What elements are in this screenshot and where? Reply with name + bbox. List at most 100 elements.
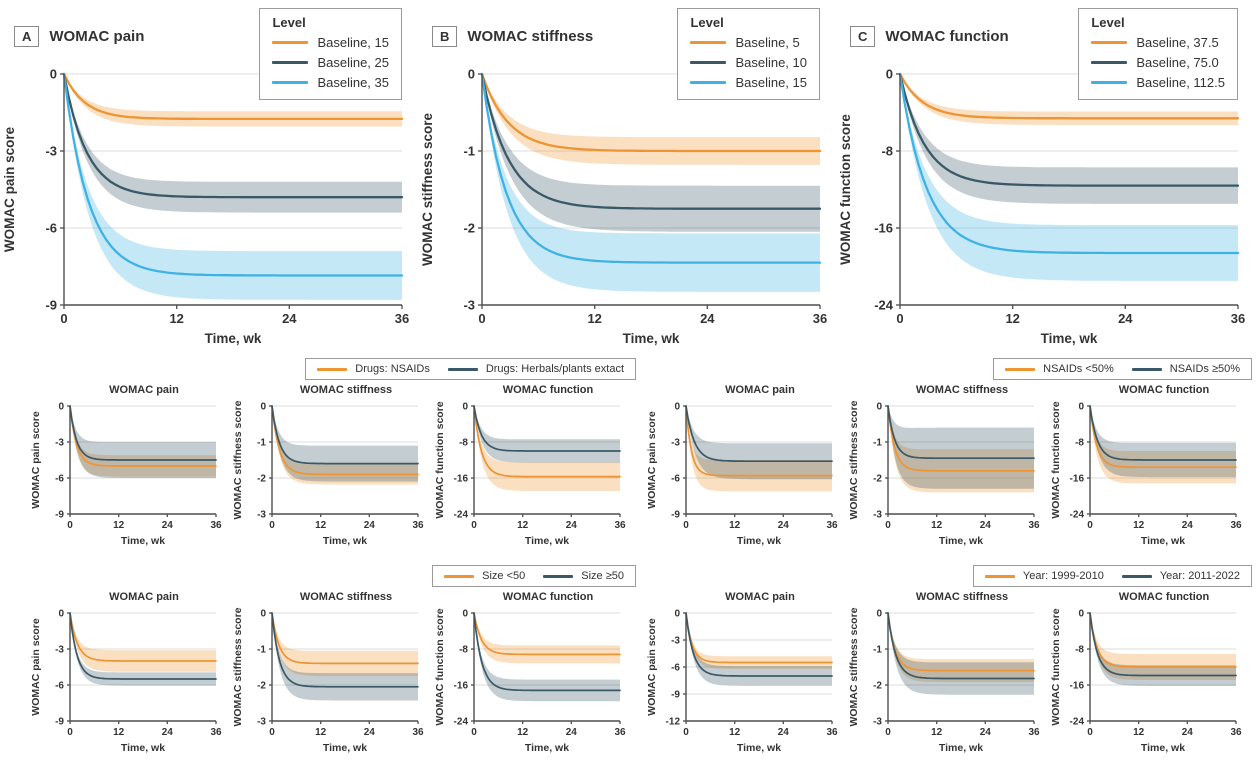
svg-text:-2: -2 bbox=[257, 681, 266, 692]
svg-text:12: 12 bbox=[1133, 727, 1145, 738]
svg-text:36: 36 bbox=[614, 727, 626, 738]
svg-text:-3: -3 bbox=[55, 438, 64, 449]
ci-band bbox=[272, 406, 418, 485]
series-line bbox=[887, 405, 1035, 460]
chart-title: WOMAC stiffness bbox=[299, 384, 393, 396]
legend-line-icon bbox=[317, 367, 348, 371]
small-chart: WOMAC pain 0 -3 -6 -9 -12 0 12 24 36 Time, wk WOMAC… bbox=[646, 591, 848, 762]
small-chart: WOMAC stiffness 0 -1 -2 -3 0 12 24 36 Time, wk WOM… bbox=[848, 591, 1050, 762]
series-line bbox=[898, 72, 1240, 255]
ci-band bbox=[686, 406, 832, 480]
legend-title: Level bbox=[272, 15, 306, 30]
svg-text:12: 12 bbox=[113, 727, 125, 738]
svg-text:24: 24 bbox=[778, 520, 790, 531]
svg-text:0: 0 bbox=[1087, 727, 1093, 738]
svg-text:-1: -1 bbox=[463, 144, 475, 159]
y-axis-label: WOMAC pain score bbox=[2, 126, 17, 252]
svg-text:36: 36 bbox=[1230, 727, 1242, 738]
legend-line-icon bbox=[447, 367, 478, 371]
chart-title: WOMAC pain bbox=[725, 591, 795, 603]
y-axis-label: WOMAC stiffness score bbox=[420, 112, 435, 266]
svg-text:36: 36 bbox=[1028, 727, 1040, 738]
svg-text:-24: -24 bbox=[874, 298, 894, 313]
middle-row: Drugs: NSAIDs Drugs: Herbals/plants exta… bbox=[0, 358, 1256, 555]
ci-band bbox=[482, 74, 820, 232]
y-axis-label: WOMAC stiffness score bbox=[848, 400, 860, 519]
svg-text:-2: -2 bbox=[257, 474, 266, 485]
y-axis-label: WOMAC stiffness score bbox=[232, 607, 244, 726]
panel-letter: A bbox=[14, 26, 40, 47]
legend-label: Baseline, 15 bbox=[735, 75, 807, 90]
svg-text:-16: -16 bbox=[454, 474, 469, 485]
svg-text:24: 24 bbox=[980, 520, 992, 531]
legend-line-icon bbox=[1091, 81, 1128, 84]
legend-label: Baseline, 75.0 bbox=[1136, 55, 1219, 70]
y-axis-label: WOMAC function score bbox=[838, 114, 853, 265]
svg-text:-9: -9 bbox=[671, 510, 680, 521]
svg-text:-8: -8 bbox=[459, 438, 468, 449]
legend-line-icon bbox=[690, 41, 727, 44]
svg-text:36: 36 bbox=[412, 520, 424, 531]
panel-a: A WOMAC pain Level Baseline, 15 Baseline… bbox=[0, 2, 418, 354]
series-line bbox=[887, 612, 1035, 680]
svg-text:-8: -8 bbox=[1075, 645, 1084, 656]
series-line bbox=[685, 612, 833, 664]
svg-text:0: 0 bbox=[876, 609, 882, 620]
panel-title: WOMAC stiffness bbox=[467, 28, 594, 45]
svg-text:-3: -3 bbox=[671, 636, 680, 647]
ci-band bbox=[70, 406, 216, 478]
ci-band bbox=[888, 613, 1034, 695]
legend-label: Baseline, 10 bbox=[735, 55, 807, 70]
group-size: Size <50 Size ≥50 WOMAC pain 0 -3 -6 -9 0 12 24… bbox=[30, 565, 640, 762]
svg-text:0: 0 bbox=[58, 609, 64, 620]
svg-text:12: 12 bbox=[729, 520, 741, 531]
svg-text:0: 0 bbox=[269, 520, 275, 531]
svg-text:0: 0 bbox=[67, 520, 73, 531]
chart-title: WOMAC stiffness bbox=[299, 591, 393, 603]
chart-title: WOMAC pain bbox=[725, 384, 795, 396]
svg-text:0: 0 bbox=[468, 67, 475, 82]
svg-text:-9: -9 bbox=[671, 690, 680, 701]
small-chart: WOMAC stiffness 0 -1 -2 -3 0 12 24 36 Time, wk WOM… bbox=[232, 384, 434, 555]
series-line bbox=[473, 405, 621, 452]
group-year-charts: WOMAC pain 0 -3 -6 -9 -12 0 12 24 36 Time, wk WOMAC… bbox=[646, 591, 1256, 762]
ci-band bbox=[474, 406, 620, 463]
legend-line-icon bbox=[444, 574, 475, 578]
legend-line-icon bbox=[1121, 574, 1152, 578]
svg-text:-3: -3 bbox=[45, 144, 57, 159]
svg-text:12: 12 bbox=[517, 727, 529, 738]
chart-title: WOMAC stiffness bbox=[915, 591, 1009, 603]
panel-a-header: A WOMAC pain bbox=[14, 26, 144, 47]
legend-line-icon bbox=[272, 81, 309, 84]
series-line bbox=[69, 405, 217, 467]
x-axis-label: Time, wk bbox=[323, 742, 367, 754]
legend-item: NSAIDs ≥50% bbox=[1131, 363, 1240, 375]
series-line bbox=[480, 72, 822, 264]
svg-text:0: 0 bbox=[269, 727, 275, 738]
svg-text:-9: -9 bbox=[45, 298, 57, 313]
svg-text:-8: -8 bbox=[881, 144, 893, 159]
legend-label: Baseline, 15 bbox=[317, 35, 389, 50]
x-axis-label: Time, wk bbox=[737, 535, 781, 547]
group-nsaids-percent: NSAIDs <50% NSAIDs ≥50% WOMAC pain 0 -3 -6-… bbox=[646, 358, 1256, 555]
svg-text:36: 36 bbox=[826, 520, 838, 531]
x-axis-label: Time, wk bbox=[525, 535, 569, 547]
legend-label: Baseline, 25 bbox=[317, 55, 389, 70]
svg-text:24: 24 bbox=[700, 311, 715, 326]
panel-title: WOMAC pain bbox=[49, 28, 145, 45]
svg-text:-3: -3 bbox=[55, 645, 64, 656]
y-axis-label: WOMAC function score bbox=[1050, 608, 1062, 725]
svg-text:-1: -1 bbox=[873, 645, 882, 656]
x-axis-label: Time, wk bbox=[623, 331, 680, 346]
ci-band bbox=[64, 74, 402, 213]
svg-text:0: 0 bbox=[1078, 402, 1084, 413]
svg-text:36: 36 bbox=[1231, 311, 1245, 326]
ci-band bbox=[272, 613, 418, 701]
svg-text:-24: -24 bbox=[454, 717, 469, 728]
panel-b-header: B WOMAC stiffness bbox=[432, 26, 593, 47]
svg-text:-6: -6 bbox=[45, 221, 57, 236]
